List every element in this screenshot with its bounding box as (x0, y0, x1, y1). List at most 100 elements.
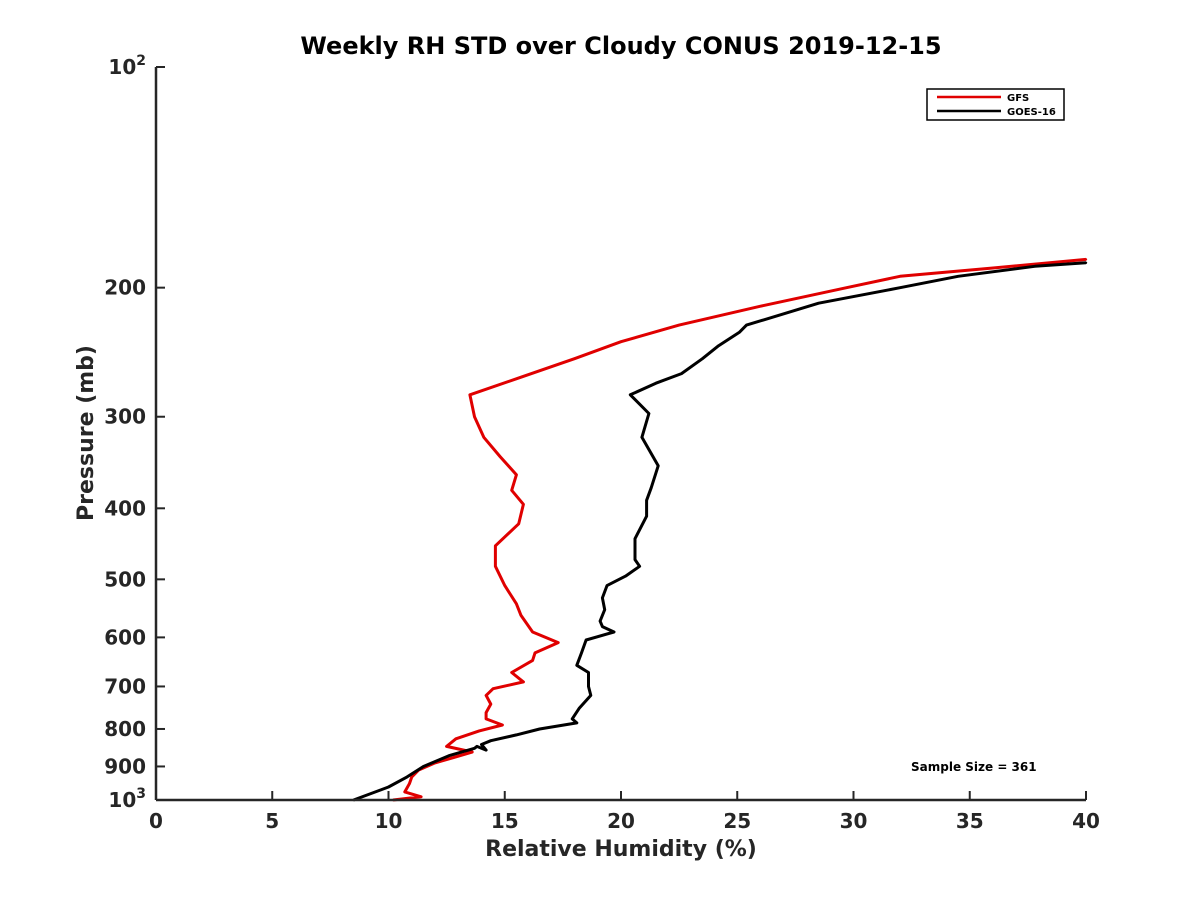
data-point-gfs (445, 745, 448, 748)
x-tick-label: 40 (1072, 809, 1100, 833)
data-point-gfs (491, 687, 495, 690)
data-point-goes16 (538, 727, 541, 731)
data-point-gfs (452, 756, 455, 759)
data-point-goes16 (584, 638, 588, 642)
data-point-gfs (510, 489, 513, 492)
data-point-gfs (484, 711, 488, 714)
data-point-goes16 (624, 574, 627, 578)
data-point-gfs (484, 694, 488, 697)
data-point-goes16 (645, 515, 648, 518)
data-point-goes16 (580, 651, 583, 655)
y-tick-label: 200 (104, 276, 146, 300)
data-point-goes16 (475, 745, 479, 748)
data-point-gfs (454, 737, 458, 740)
data-point-gfs (677, 323, 681, 327)
data-point-goes16 (738, 330, 741, 334)
data-point-goes16 (575, 721, 578, 725)
data-point-gfs (408, 782, 411, 785)
x-axis-title: Relative Humidity (%) (485, 837, 757, 862)
data-point-gfs (531, 659, 534, 662)
data-point-gfs (489, 702, 492, 706)
data-point-gfs (991, 266, 995, 270)
data-point-goes16 (1084, 261, 1088, 264)
data-point-gfs (557, 641, 560, 644)
plot-area (352, 257, 1088, 802)
legend-label-goes16: GOES-16 (1007, 107, 1056, 118)
data-point-goes16 (422, 765, 425, 768)
data-point-goes16 (650, 486, 653, 489)
data-point-goes16 (701, 357, 704, 360)
data-point-goes16 (587, 671, 590, 674)
legend-label-gfs: GFS (1007, 93, 1029, 104)
data-point-goes16 (629, 393, 632, 396)
data-point-gfs (471, 750, 474, 754)
data-point-goes16 (654, 382, 658, 385)
data-point-gfs (531, 630, 534, 634)
data-point-goes16 (480, 743, 483, 746)
data-point-goes16 (612, 630, 616, 634)
y-ticks: 102 200 300 400 500 600 700 800 900 103 (104, 53, 165, 812)
data-point-goes16 (571, 717, 574, 721)
data-point-goes16 (717, 344, 720, 347)
chart-title: Weekly RH STD over Cloudy CONUS 2019-12-… (300, 32, 941, 60)
data-point-gfs (573, 357, 576, 360)
data-point-gfs (410, 775, 413, 779)
data-point-gfs (519, 614, 523, 617)
data-point-goes16 (633, 537, 637, 540)
series-line-goes16 (353, 261, 1087, 802)
axes (154, 67, 1086, 802)
data-point-goes16 (473, 747, 476, 750)
data-point-gfs (519, 376, 523, 379)
data-point-goes16 (603, 608, 606, 611)
data-point-goes16 (605, 584, 609, 587)
data-point-goes16 (447, 754, 451, 757)
x-tick-label: 15 (491, 809, 519, 833)
data-point-goes16 (515, 733, 518, 737)
data-point-goes16 (601, 596, 604, 600)
data-point-gfs (473, 415, 476, 418)
data-point-gfs (484, 717, 488, 721)
x-tick-label: 30 (840, 809, 868, 833)
data-point-gfs (494, 565, 497, 568)
data-point-goes16 (745, 323, 748, 327)
y-tick-label: 700 (104, 674, 146, 698)
data-point-goes16 (898, 286, 902, 289)
data-point-goes16 (680, 372, 683, 375)
data-point-goes16 (589, 694, 592, 697)
x-tick-label: 0 (149, 809, 163, 833)
data-point-goes16 (657, 464, 660, 467)
y-tick-label: 400 (104, 496, 146, 520)
y-tick-label: 900 (104, 754, 146, 778)
data-point-goes16 (405, 775, 409, 779)
data-point-gfs (522, 680, 525, 684)
y-tick-label: 500 (104, 567, 146, 591)
data-point-goes16 (598, 619, 602, 623)
x-tick-label: 35 (956, 809, 984, 833)
y-axis-title: Pressure (mb) (74, 345, 99, 521)
x-ticks: 0 5 10 15 20 25 30 35 40 (149, 791, 1100, 833)
data-point-gfs (619, 340, 623, 343)
data-point-goes16 (577, 707, 581, 710)
y-tick-label: 102 (108, 53, 146, 79)
data-point-gfs (478, 729, 481, 733)
data-point-gfs (403, 790, 406, 794)
series-line-gfs (392, 257, 1087, 802)
data-point-gfs (498, 455, 502, 458)
data-point-gfs (494, 544, 497, 547)
x-tick-label: 5 (265, 809, 279, 833)
data-point-goes16 (587, 685, 590, 688)
data-point-gfs (501, 723, 504, 727)
data-point-gfs (468, 393, 472, 396)
y-tick-label: 800 (104, 717, 146, 741)
data-point-goes16 (956, 275, 960, 278)
data-point-goes16 (640, 436, 644, 439)
data-point-gfs (510, 671, 513, 674)
data-point-goes16 (638, 565, 641, 568)
legend-box (926, 88, 1065, 121)
data-point-gfs (515, 602, 518, 605)
data-point-goes16 (645, 499, 648, 502)
data-point-goes16 (489, 739, 492, 742)
data-point-gfs (515, 473, 518, 476)
data-point-gfs (522, 503, 525, 506)
